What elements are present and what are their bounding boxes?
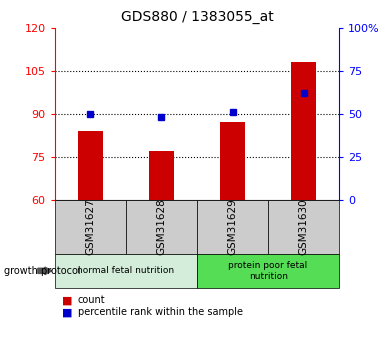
Text: percentile rank within the sample: percentile rank within the sample <box>78 307 243 317</box>
Bar <box>220 122 245 200</box>
Text: protein poor fetal
nutrition: protein poor fetal nutrition <box>229 261 308 280</box>
Text: GSM31630: GSM31630 <box>299 198 309 255</box>
Title: GDS880 / 1383055_at: GDS880 / 1383055_at <box>121 10 273 24</box>
Text: GSM31629: GSM31629 <box>227 198 238 255</box>
Text: count: count <box>78 295 106 305</box>
Text: ■: ■ <box>62 307 73 317</box>
Bar <box>149 151 174 200</box>
Text: GSM31628: GSM31628 <box>156 198 167 255</box>
Text: normal fetal nutrition: normal fetal nutrition <box>77 266 174 275</box>
Text: growth protocol: growth protocol <box>4 266 80 276</box>
Bar <box>78 131 103 200</box>
Text: ■: ■ <box>62 295 73 305</box>
Bar <box>291 62 316 200</box>
Text: GSM31627: GSM31627 <box>85 198 95 255</box>
